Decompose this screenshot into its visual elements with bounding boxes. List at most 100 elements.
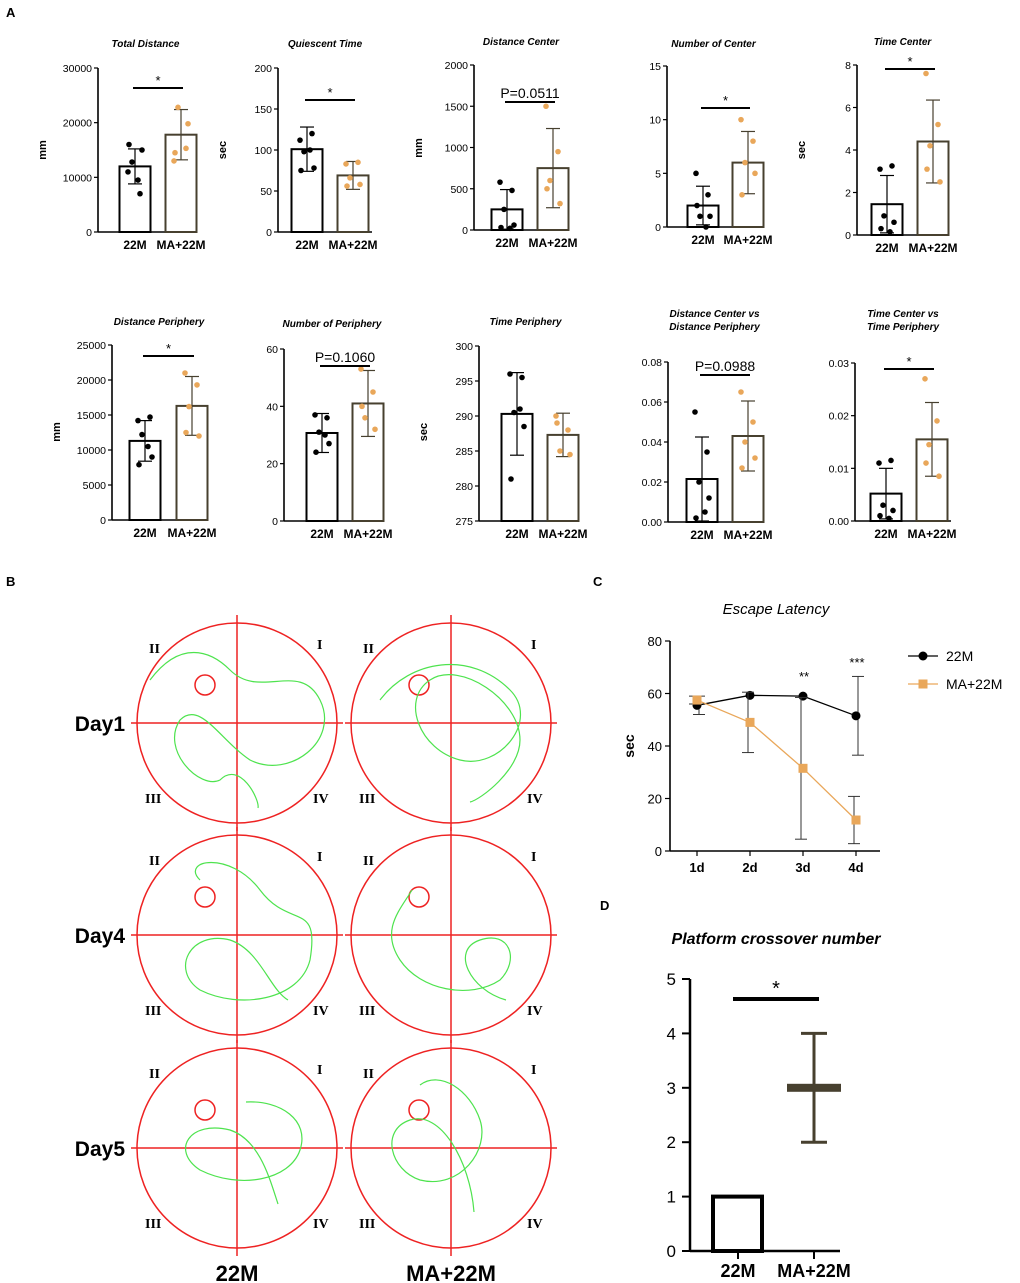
data-point [519,374,525,381]
y-axis-label: sec [796,141,808,159]
data-point [851,815,861,825]
chart-title: Number of Center [671,39,757,50]
x-tick-label: 22M [310,527,333,541]
data-point [739,192,745,198]
x-tick-label: MA+22M [528,236,577,250]
y-tick-label: 10000 [63,172,92,184]
data-point [878,225,884,232]
data-point [301,148,307,155]
platform-target [194,1099,216,1121]
data-point [309,130,315,137]
data-point [924,166,930,172]
y-axis-label: mm [37,140,49,160]
y-tick-label: 80 [648,634,662,649]
legend-marker-ma22m [918,679,928,689]
legend-label-22m: 22M [946,648,973,664]
data-point [497,179,503,185]
data-point [297,137,303,143]
data-point [136,461,142,468]
data-point [706,495,712,501]
mean-marker-ma22m [787,1083,841,1092]
quadrant-label-iii: III [145,1004,161,1019]
data-point [359,403,365,410]
y-tick-label: 290 [455,411,473,423]
significance-label: * [327,85,332,100]
data-point [877,166,883,172]
y-tick-label: 20000 [77,375,106,387]
y-tick-label: 50 [260,186,272,198]
data-point [693,515,699,521]
quadrant-label-iv: IV [313,792,329,807]
data-point [139,147,145,153]
y-tick-label: 6 [845,103,851,115]
data-point [347,175,353,181]
chart-4: Time Center 0 2 4 6 8 sec 22M MA+22M * [796,37,958,255]
data-point [557,448,563,454]
data-point [750,138,756,144]
y-tick-label: 0 [462,225,468,237]
x-tick-label: 22M [875,241,898,255]
y-tick-label: 0 [667,1242,676,1261]
quadrant-label-iii: III [145,1217,161,1232]
y-tick-label: 5 [655,168,661,180]
data-point [507,225,513,232]
data-point [183,145,189,152]
data-point [935,121,941,128]
data-point [692,409,698,415]
data-point [498,224,504,231]
data-point [567,451,573,458]
y-tick-label: 2 [667,1133,676,1152]
platform-target [194,886,216,908]
data-point [555,148,561,155]
data-point [322,432,328,438]
data-point [926,441,932,448]
series-line-22m [696,694,857,717]
x-tick-label: MA+22M [777,1261,851,1281]
x-tick-label: 1d [689,860,704,875]
legend-marker-22m [918,651,928,661]
data-point [738,389,744,395]
swim-path [390,889,511,1001]
y-tick-label: 295 [455,376,473,388]
significance-label: * [907,54,912,69]
data-point [937,179,943,185]
data-point [557,200,563,207]
data-point [175,104,181,111]
chart-title: Time Periphery [489,317,562,328]
quadrant-label-i: I [531,850,536,865]
y-tick-label: 0.08 [642,357,663,369]
y-tick-label: 40 [266,401,278,413]
quadrant-label-i: I [317,638,322,653]
y-tick-label: 0 [100,515,106,527]
data-point [887,229,893,235]
data-point [517,406,523,412]
data-point [752,455,758,461]
data-point [851,711,861,721]
data-point [126,141,132,148]
data-point [149,454,155,460]
chart-6: Number of Periphery 0 20 40 60 22M MA+22M P=0.1… [266,319,392,541]
x-tick-label: 22M [295,238,318,252]
data-point [696,479,702,485]
panel-label-d: D [600,898,609,913]
x-tick-label: 4d [848,860,863,875]
platform-target [194,674,216,696]
data-point [890,507,896,514]
x-tick-label: 22M [505,527,528,541]
data-point [705,192,711,198]
chart-title: Time Center [874,37,933,48]
platform-crossover-chart: Platform crossover number 0 1 2 3 4 5 * 22M MA+22… [667,931,882,1281]
x-tick-label: MA+22M [343,527,392,541]
data-point [194,382,200,388]
quadrant-label-ii: II [363,1067,374,1082]
swim-path [149,652,326,809]
y-tick-label: 3 [667,1079,676,1098]
y-tick-label: 0 [845,230,851,242]
chart-0: Total Distance 0 10000 20000 30000 mm 22M MA+22… [37,39,206,252]
data-point [372,426,378,433]
data-point [139,431,145,438]
